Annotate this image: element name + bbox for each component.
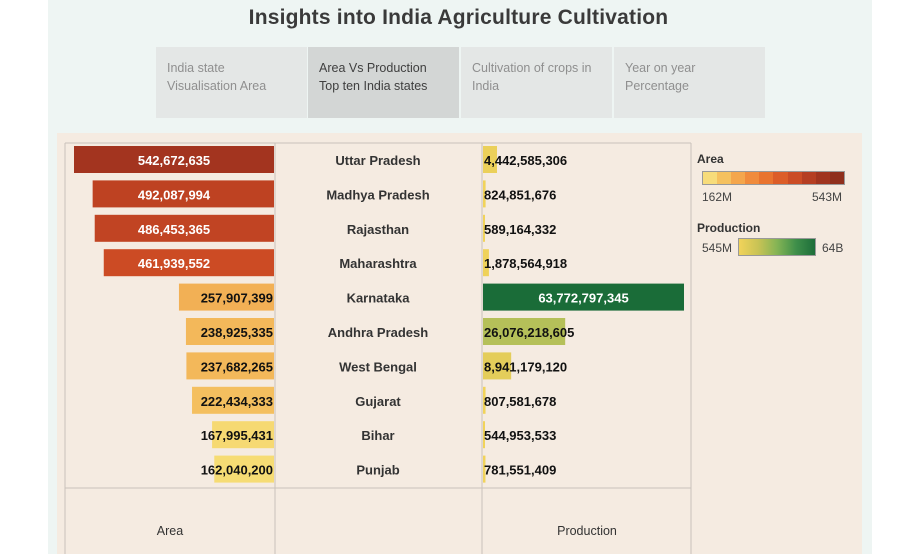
- area-data-label: 167,995,431: [201, 428, 273, 443]
- legend-swatch: [773, 172, 788, 184]
- area-data-label: 486,453,365: [138, 222, 210, 237]
- legend-swatch: [717, 172, 732, 184]
- state-label: Madhya Pradesh: [326, 187, 429, 202]
- production-bar: [483, 318, 566, 345]
- production-bar: [483, 421, 485, 449]
- legend-area-max: 543M: [812, 190, 843, 204]
- legend-production-title: Production: [697, 221, 761, 235]
- state-label: Andhra Pradesh: [328, 325, 428, 340]
- production-data-label: 8,941,179,120: [484, 359, 567, 374]
- tab-india-state-visualisation-area[interactable]: India state Visualisation Area: [156, 47, 307, 118]
- area-bar: [186, 352, 274, 380]
- area-data-label: 461,939,552: [138, 256, 210, 271]
- area-bar: [212, 421, 274, 449]
- dashboard-title: Insights into India Agriculture Cultivat…: [248, 6, 669, 29]
- state-label: Rajasthan: [347, 222, 409, 237]
- legend-swatch: [731, 172, 746, 184]
- area-bar: [178, 283, 274, 311]
- legend-swatch: [829, 172, 844, 184]
- area-bar: [192, 386, 274, 414]
- tab-line2: Visualisation Area: [167, 79, 267, 93]
- x-axis-label-area: Area: [157, 524, 183, 538]
- area-bar: [103, 249, 275, 277]
- tab-year-on-year-percentage[interactable]: Year on year Percentage: [614, 47, 765, 118]
- legend-production-min: 545M: [702, 241, 733, 255]
- area-data-label: 162,040,200: [201, 463, 273, 478]
- state-label: West Bengal: [339, 359, 417, 374]
- production-bar: [483, 249, 489, 277]
- area-color-legend: [702, 171, 845, 185]
- production-data-label: 589,164,332: [484, 222, 556, 237]
- production-data-label: 807,581,678: [484, 394, 556, 409]
- legend-swatch: [787, 172, 802, 184]
- area-bar: [185, 318, 274, 345]
- x-axis-label-production: Production: [557, 524, 617, 538]
- area-data-label: 237,682,265: [201, 359, 273, 374]
- tab-cultivation-of-crops[interactable]: Cultivation of crops in India: [461, 47, 612, 118]
- area-bar: [214, 455, 274, 483]
- production-data-label: 63,772,797,345: [538, 291, 628, 306]
- production-color-legend: [738, 238, 816, 256]
- production-bar: [483, 352, 512, 380]
- state-label: Bihar: [361, 428, 394, 443]
- legend-production-max: 64B: [822, 241, 844, 255]
- production-bar: [483, 180, 486, 208]
- area-data-label: 238,925,335: [201, 325, 273, 340]
- state-label: Punjab: [356, 463, 399, 478]
- tab-line1: Area Vs Production: [319, 61, 427, 75]
- state-label: Maharashtra: [339, 256, 417, 271]
- area-data-label: 222,434,333: [201, 394, 273, 409]
- tab-area-vs-production[interactable]: Area Vs Production Top ten India states: [308, 47, 459, 118]
- legend-area-title: Area: [697, 152, 724, 166]
- state-label: Gujarat: [355, 394, 401, 409]
- area-data-label: 492,087,994: [138, 187, 211, 202]
- production-data-label: 1,878,564,918: [484, 256, 567, 271]
- area-data-label: 257,907,399: [201, 291, 273, 306]
- area-data-label: 542,672,635: [138, 153, 210, 168]
- production-bar: [483, 455, 486, 483]
- production-bar: [483, 283, 684, 311]
- state-label: Karnataka: [347, 291, 411, 306]
- legend-swatch: [759, 172, 774, 184]
- production-data-label: 824,851,676: [484, 187, 556, 202]
- area-bar: [74, 146, 274, 173]
- legend-area-min: 162M: [702, 190, 733, 204]
- production-data-label: 4,442,585,306: [484, 153, 567, 168]
- state-label: Uttar Pradesh: [335, 153, 420, 168]
- production-bar: [483, 146, 498, 173]
- production-data-label: 26,076,218,605: [484, 325, 574, 340]
- tab-line2: Top ten India states: [319, 79, 428, 93]
- tab-line1: Cultivation of crops in: [472, 61, 592, 75]
- legend-swatch: [703, 172, 718, 184]
- area-bar: [94, 214, 274, 242]
- legend-swatch: [745, 172, 760, 184]
- legend-swatch: [801, 172, 816, 184]
- tab-line1: Year on year: [625, 61, 696, 75]
- production-data-label: 544,953,533: [484, 428, 556, 443]
- production-bar: [483, 386, 486, 414]
- tab-line2: Percentage: [625, 79, 689, 93]
- tab-line2: India: [472, 79, 500, 93]
- production-bar: [483, 214, 485, 242]
- production-data-label: 781,551,409: [484, 463, 556, 478]
- area-bar: [92, 180, 274, 208]
- tab-line1: India state: [167, 61, 225, 75]
- legend-swatch: [815, 172, 830, 184]
